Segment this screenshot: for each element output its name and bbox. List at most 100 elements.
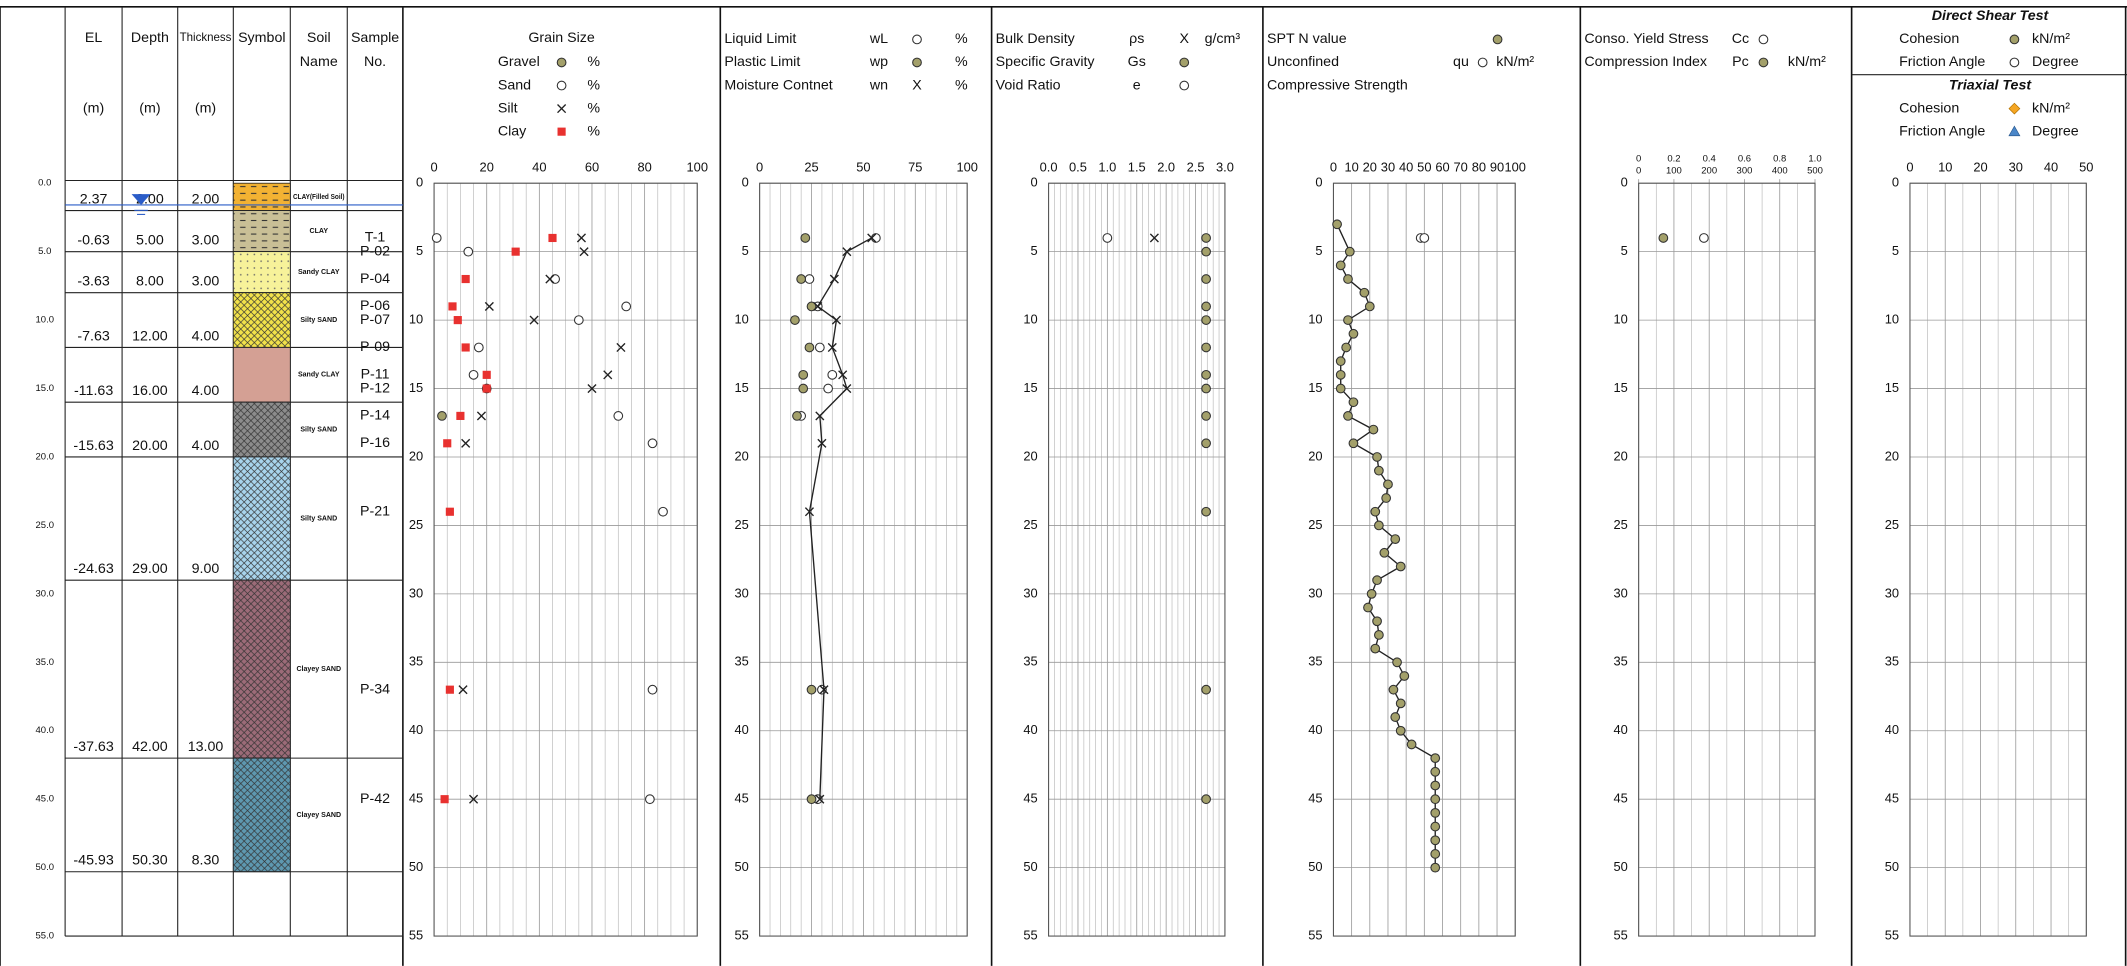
x-tick-label: 0.2 [1667,153,1680,164]
data-point [1406,739,1417,750]
legend-label: Compressive Strength [1267,77,1408,93]
legend-marker [1758,34,1769,45]
data-point [1374,630,1384,640]
legend-label: Friction Angle [1899,123,1985,139]
y-tick-label: 50 [1308,859,1322,874]
data-point [445,507,454,516]
data-point [1348,397,1359,408]
legend-unit: kN/m² [1496,54,1534,70]
data-point [1368,424,1379,435]
y-tick-label: 25 [409,517,423,532]
data-point [827,369,838,380]
soil-pattern [233,758,291,872]
x-tick-label: 60 [585,160,599,175]
data-point [842,383,852,394]
data-point [1390,712,1401,722]
x-tick-label: 60 [1435,160,1449,175]
y-tick-label: 15 [1885,380,1899,395]
data-point [798,369,809,380]
y-tick-label: 10 [734,312,748,327]
legend-label: Silt [498,100,518,116]
legend-marker [2008,125,2021,137]
legend-marker: X [1179,31,1189,47]
y-tick-label: 35 [409,654,423,669]
data-point [616,342,626,353]
legend-marker [2009,57,2020,68]
data-point [1419,233,1430,243]
y-tick-label: 40 [734,722,748,737]
y-tick-label: 0 [1892,175,1899,190]
x-tick-label: 50 [856,160,870,175]
data-point [445,685,454,694]
plot-frame [1909,182,2087,937]
data-point [473,342,484,353]
legend-marker [2009,34,2020,45]
soil-name: Sandy CLAY [298,372,340,379]
y-tick-label: 35 [1308,654,1322,669]
depth-value: 50.30 [132,853,168,869]
legend-label: Conso. Yield Stress [1584,31,1708,47]
table-header: Thickness [180,32,232,44]
el-value: 2.37 [80,192,108,208]
sample-no: P-06 [360,298,390,314]
data-point [1348,438,1359,449]
soil-name: Sandy CLAY [298,269,340,276]
data-point [1201,506,1211,517]
data-point [545,274,555,284]
data-point [804,342,815,353]
el-value: -15.63 [73,438,113,454]
plot-frame [1638,182,1816,937]
legend-unit: kN/m² [1788,54,1826,70]
soil-pattern [233,251,291,293]
data-point [1335,369,1346,380]
data-point [817,684,827,695]
y-tick-label: 0 [1031,175,1038,190]
water-marker [131,194,151,205]
legend-symbol: wL [869,31,888,47]
data-point [529,315,539,325]
legend-marker [557,104,567,114]
data-point [1430,766,1441,777]
legend-unit: % [587,123,600,139]
y-tick-label: 35 [1613,654,1627,669]
data-point [1201,794,1211,805]
legend-unit: % [955,54,968,70]
data-point [1102,233,1113,243]
sample-no: P-21 [360,503,390,519]
thickness-value: 8.30 [192,853,220,869]
data-point [798,383,809,394]
depth-tick-label: 15.0 [36,383,54,394]
data-point [1430,835,1441,846]
sample-no: P-34 [360,681,390,697]
y-tick-label: 5 [1892,243,1899,258]
data-point [458,685,468,695]
x-tick-label: 80 [1472,160,1486,175]
x-tick-label: 100 [1504,160,1525,175]
data-point [1395,561,1406,572]
y-tick-label: 45 [734,791,748,806]
x-tick-label: 40 [532,160,546,175]
legend-marker [556,57,567,68]
legend-marker [912,34,922,45]
y-tick-label: 40 [1308,722,1322,737]
data-point [1383,479,1393,490]
data-point [658,506,668,517]
sample-no: P-07 [360,312,390,328]
legend-marker [912,57,922,68]
data-point [817,438,827,448]
legend-marker [1477,57,1488,68]
sample-no: P-09 [360,339,390,355]
data-point [842,247,852,257]
y-tick-label: 55 [734,927,748,942]
data-point [476,411,486,421]
data-point [463,246,474,257]
data-point [482,370,491,379]
data-point [796,274,807,284]
legend-marker [1758,57,1769,68]
y-tick-label: 45 [1023,791,1037,806]
legend-unit: Degree [2032,123,2079,139]
legend-unit: g/cm³ [1205,31,1241,47]
x-tick-label: 100 [956,160,977,175]
data-point [1395,725,1406,736]
legend-symbol: wp [869,54,888,70]
